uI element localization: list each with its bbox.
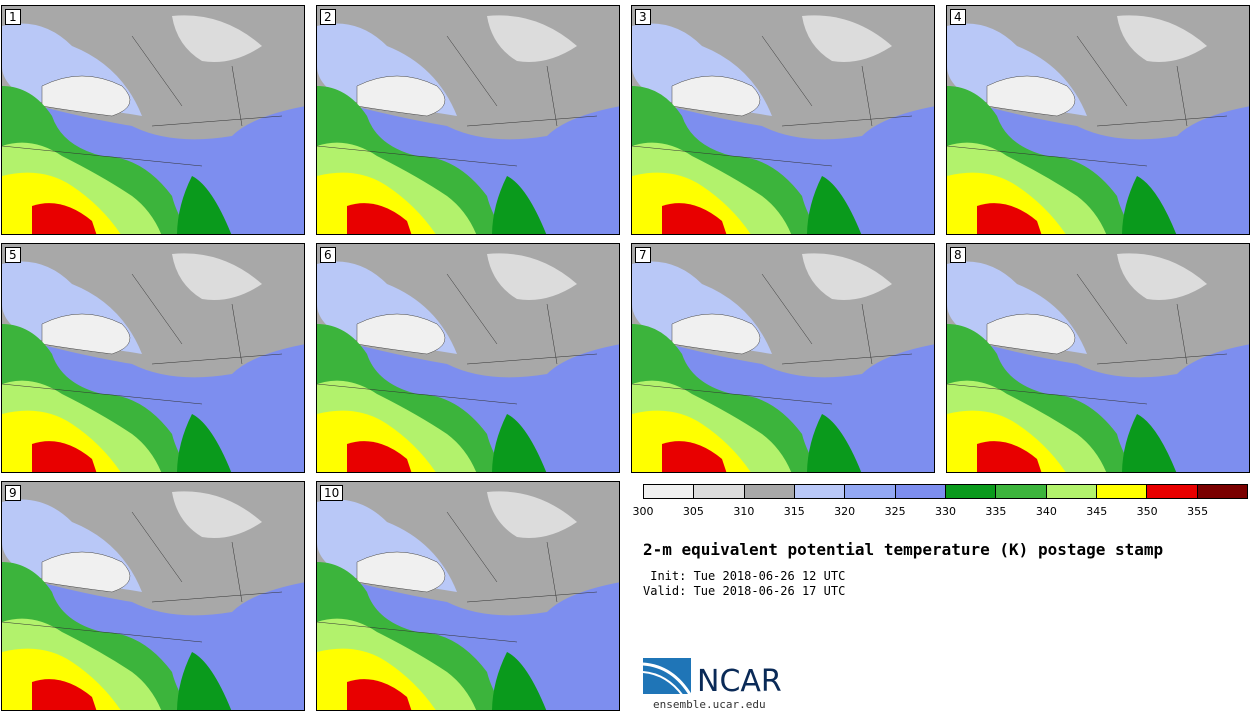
postage-stamp-panel: 4 (946, 5, 1250, 235)
panel-label: 9 (5, 485, 21, 501)
valid-time: Valid: Tue 2018-06-26 17 UTC (643, 584, 846, 598)
colorbar-tick-label: 305 (682, 505, 704, 518)
colorbar-segment (845, 485, 896, 498)
colorbar-segment (644, 485, 695, 498)
postage-stamp-panel: 5 (1, 243, 305, 473)
colorbar-tick-label: 340 (1035, 505, 1057, 518)
panel-label: 7 (635, 247, 651, 263)
colorbar-segment (895, 485, 946, 498)
colorbar-segment (694, 485, 745, 498)
colorbar-segment (945, 485, 997, 498)
colorbar-segment (794, 485, 846, 498)
postage-stamp-panel: 1 (1, 5, 305, 235)
colorbar-tick-label: 320 (834, 505, 856, 518)
colorbar-tick-label: 350 (1136, 505, 1158, 518)
init-time: Init: Tue 2018-06-26 12 UTC (643, 569, 846, 583)
ncar-logo-text: NCAR (697, 664, 782, 699)
panel-label: 1 (5, 9, 21, 25)
colorbar-segment (1096, 485, 1148, 498)
colorbar-tick-label: 345 (1086, 505, 1108, 518)
postage-stamp-panel: 9 (1, 481, 305, 711)
colorbar-tick-label: 330 (935, 505, 956, 518)
colorbar-segment (996, 485, 1047, 498)
postage-stamp-panel: 3 (631, 5, 935, 235)
panel-label: 6 (320, 247, 336, 263)
colorbar-segment (1046, 485, 1097, 498)
ncar-logo-icon (643, 658, 693, 697)
colorbar-segment (1147, 485, 1198, 498)
colorbar-segment (744, 485, 795, 498)
panel-label: 5 (5, 247, 21, 263)
panel-label: 10 (320, 485, 344, 501)
postage-stamp-panel: 7 (631, 243, 935, 473)
panel-label: 3 (635, 9, 651, 25)
page-title: 2-m equivalent potential temperature (K)… (643, 540, 1164, 559)
colorbar-ticks: 300 305 310 315 320 325 330 335 340 345 350 355 (633, 505, 1248, 521)
colorbar-tick-label: 300 (632, 505, 654, 518)
colorbar-tick-label: 315 (783, 505, 805, 518)
colorbar-tick-label: 325 (884, 505, 906, 518)
postage-stamp-panel: 2 (316, 5, 620, 235)
colorbar-tick-label: 310 (733, 505, 755, 518)
site-url: ensemble.ucar.edu (653, 698, 766, 711)
colorbar-tick-label: 355 (1187, 505, 1209, 518)
postage-stamp-panel: 6 (316, 243, 620, 473)
panel-label: 2 (320, 9, 336, 25)
postage-stamp-panel: 8 (946, 243, 1250, 473)
colorbar-segment (1197, 485, 1247, 498)
postage-stamp-panel: 10 (316, 481, 620, 711)
panel-label: 4 (950, 9, 966, 25)
colorbar (643, 484, 1248, 499)
panel-label: 8 (950, 247, 966, 263)
colorbar-tick-label: 335 (985, 505, 1007, 518)
